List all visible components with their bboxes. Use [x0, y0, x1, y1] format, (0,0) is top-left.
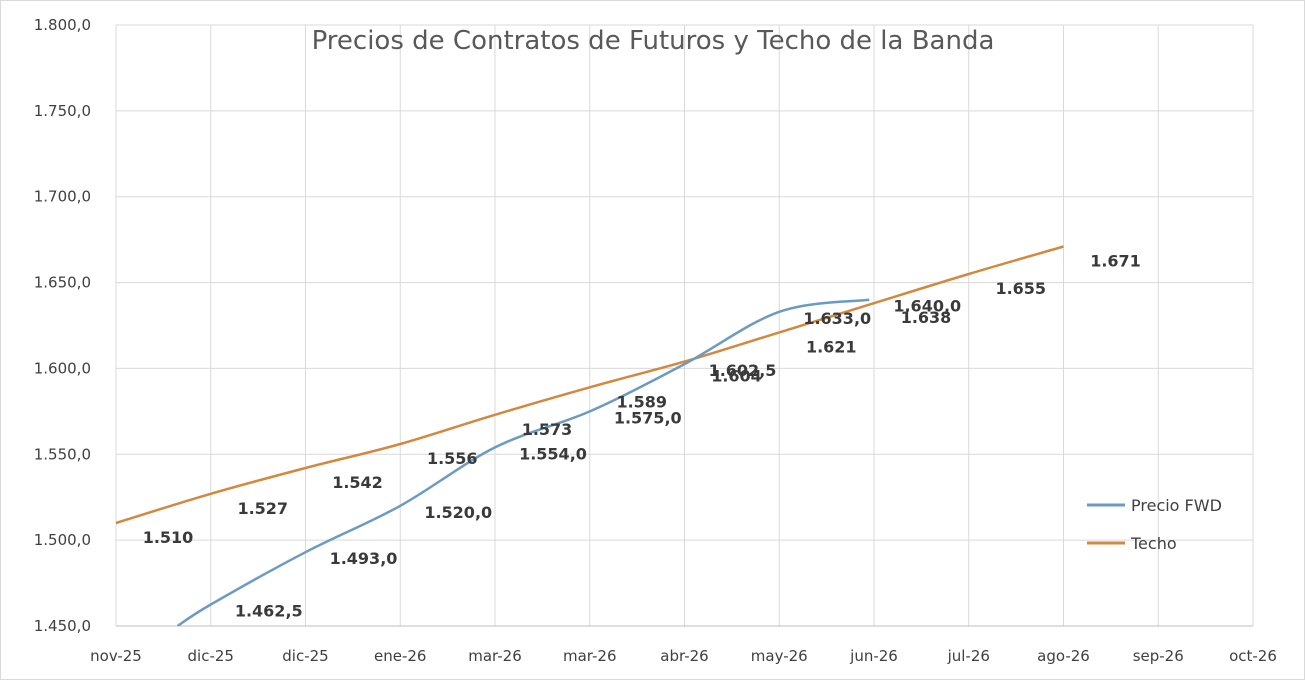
data-label-precio-fwd: 1.633,0 — [803, 309, 871, 328]
y-tick-label: 1.750,0 — [34, 102, 91, 120]
data-label-techo: 1.542 — [332, 473, 383, 492]
y-tick-label: 1.650,0 — [34, 274, 91, 292]
data-label-techo: 1.604 — [711, 367, 762, 386]
y-tick-label: 1.550,0 — [34, 445, 91, 463]
legend-label: Techo — [1130, 534, 1177, 553]
x-tick-label: mar-26 — [468, 647, 522, 665]
series-line-techo — [115, 245, 1064, 525]
data-label-techo: 1.573 — [522, 420, 573, 439]
x-tick-label: ene-26 — [374, 647, 426, 665]
series-line-precio-fwd — [176, 298, 870, 626]
x-tick-label: dic-25 — [282, 647, 328, 665]
x-tick-label: may-26 — [751, 647, 808, 665]
x-tick-label: ago-26 — [1037, 647, 1090, 665]
chart-title: Precios de Contratos de Futuros y Techo … — [312, 26, 995, 56]
data-label-precio-fwd: 1.575,0 — [614, 408, 682, 427]
data-label-techo: 1.671 — [1090, 252, 1141, 271]
x-tick-label: nov-25 — [90, 647, 142, 665]
data-label-layer: 1.510 1.527 1.542 1.556 1.573 1.589 1.604 1.621… — [143, 252, 1141, 621]
data-label-precio-fwd: 1.493,0 — [330, 549, 398, 568]
y-tick-label: 1.600,0 — [34, 359, 91, 377]
data-label-techo: 1.655 — [995, 279, 1046, 298]
data-label-precio-fwd: 1.602,5 — [709, 361, 777, 380]
data-label-precio-fwd: 1.520,0 — [424, 503, 492, 522]
y-tick-label: 1.450,0 — [34, 617, 91, 635]
data-label-precio-fwd: 1.462,5 — [235, 602, 303, 621]
y-tick-label: 1.800,0 — [34, 16, 91, 34]
y-tick-label: 1.700,0 — [34, 188, 91, 206]
x-tick-label: jun-26 — [849, 647, 898, 665]
data-label-precio-fwd: 1.554,0 — [519, 444, 587, 463]
data-label-techo: 1.638 — [901, 308, 952, 327]
axis-layer: 1.450,0 1.500,0 1.550,0 1.600,0 1.650,0 1.700… — [34, 16, 1277, 665]
x-tick-label: sep-26 — [1133, 647, 1184, 665]
legend: Precio FWD Techo — [1087, 496, 1222, 553]
data-label-techo: 1.589 — [616, 392, 667, 411]
data-label-techo: 1.556 — [427, 449, 478, 468]
legend-label: Precio FWD — [1131, 496, 1222, 515]
x-tick-label: oct-26 — [1229, 647, 1277, 665]
x-tick-label: mar-26 — [563, 647, 617, 665]
x-tick-label: abr-26 — [660, 647, 708, 665]
data-label-techo: 1.527 — [237, 499, 288, 518]
series-layer — [115, 245, 1064, 626]
grid-layer — [115, 24, 1254, 627]
y-tick-label: 1.500,0 — [34, 531, 91, 549]
data-label-precio-fwd: 1.640,0 — [893, 297, 961, 316]
x-tick-label: dic-25 — [188, 647, 234, 665]
x-tick-label: jul-26 — [947, 647, 990, 665]
data-label-techo: 1.510 — [143, 528, 194, 547]
data-label-techo: 1.621 — [806, 337, 857, 356]
